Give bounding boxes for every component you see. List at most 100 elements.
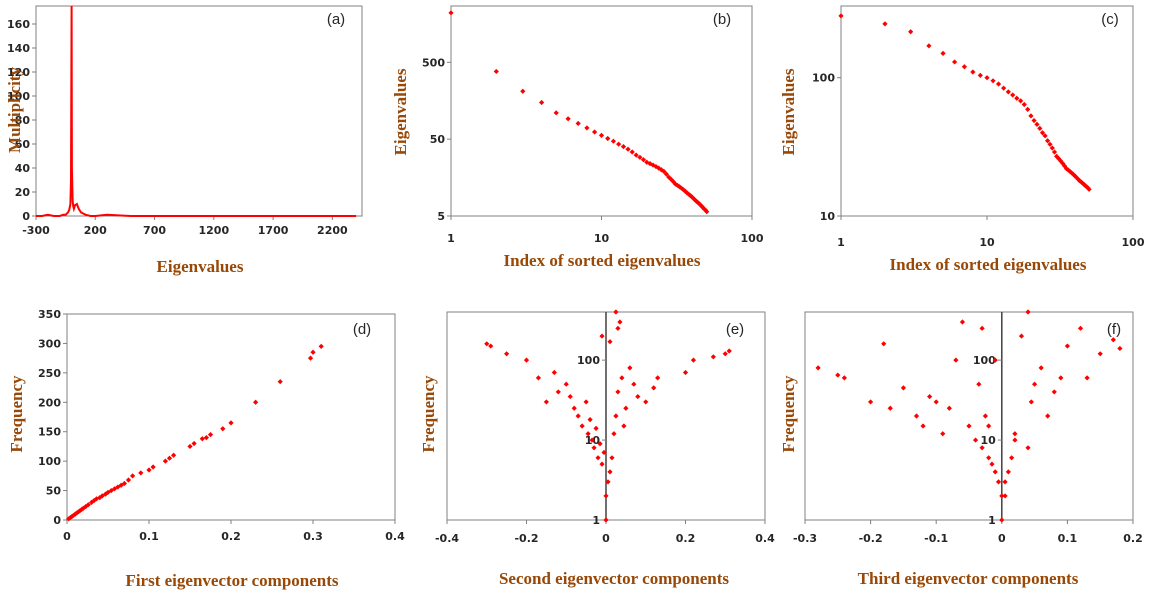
data-point: [868, 399, 874, 405]
plot-frame-f: [804, 311, 1134, 521]
data-point: [1045, 413, 1051, 419]
data-point: [1049, 145, 1055, 151]
data-point: [992, 357, 998, 363]
x-axis-label-d: First eigenvector components: [125, 571, 338, 590]
data-point: [598, 132, 605, 138]
data-point: [637, 154, 643, 160]
data-point: [961, 64, 967, 70]
data-point: [616, 141, 622, 147]
data-point: [841, 375, 847, 381]
data-point: [609, 455, 615, 461]
data-point: [1038, 365, 1044, 371]
data-point: [970, 69, 976, 75]
data-point: [999, 517, 1005, 523]
data-point: [551, 369, 557, 376]
x-tick-label: 0: [63, 530, 71, 543]
data-point: [992, 469, 998, 475]
data-point: [643, 399, 649, 405]
data-point: [1070, 171, 1076, 177]
data-point: [1069, 170, 1075, 176]
data-point: [972, 437, 979, 443]
data-point: [979, 445, 985, 451]
data-point: [579, 423, 585, 429]
data-point: [835, 372, 841, 378]
data-point: [927, 393, 933, 400]
data-point: [220, 426, 226, 432]
data-point: [1005, 469, 1011, 475]
data-point: [990, 78, 996, 84]
data-point: [310, 349, 316, 355]
y-axis-label-b: Eigenvalues: [391, 68, 410, 155]
x-tick-label: 0.2: [1123, 532, 1143, 545]
data-point: [89, 499, 95, 505]
data-point: [1012, 437, 1018, 443]
data-point: [1117, 345, 1123, 352]
data-point: [66, 516, 72, 522]
x-tick-label: 0.1: [139, 530, 159, 543]
data-point: [493, 68, 499, 75]
data-point: [920, 423, 926, 429]
data-point: [663, 171, 670, 177]
plot-frame-c: [840, 5, 1134, 217]
data-point: [704, 209, 710, 215]
data-point: [984, 75, 990, 81]
panel-f: -0.3 -0.2 -0.1 0 0.1 0.2 1 10 100 (f) Third eigenv…: [779, 309, 1143, 588]
data-point: [682, 369, 689, 376]
data-point: [1042, 133, 1048, 139]
data-point: [69, 513, 75, 520]
data-point: [1097, 351, 1103, 357]
y-tick-label: 200: [38, 396, 61, 409]
y-axis-label-a: Multiplicity: [5, 67, 24, 153]
x-axis-label-a: Eigenvalues: [157, 257, 244, 276]
data-point: [150, 464, 156, 470]
data-point: [678, 185, 685, 191]
data-point: [815, 365, 821, 371]
x-tick-label: 700: [143, 224, 166, 237]
x-tick-label: 1: [447, 232, 455, 245]
data-point: [125, 477, 132, 483]
data-point: [228, 420, 234, 426]
series-line-a: [36, 5, 357, 217]
data-point: [995, 479, 1002, 485]
data-point: [605, 479, 611, 485]
data-point: [687, 193, 694, 199]
data-point: [592, 129, 598, 135]
y-tick-label: 1: [988, 514, 996, 527]
data-point: [115, 484, 121, 490]
data-point: [1084, 375, 1090, 381]
data-point: [1021, 101, 1027, 108]
data-point: [1031, 117, 1037, 124]
data-point: [584, 125, 590, 131]
data-point: [1018, 98, 1024, 104]
data-point: [658, 167, 664, 173]
data-point: [722, 351, 728, 357]
data-point: [607, 469, 613, 475]
data-point: [926, 43, 932, 49]
data-point: [77, 507, 83, 514]
data-point: [1078, 179, 1084, 185]
data-point: [651, 385, 657, 391]
x-tick-label: -0.1: [924, 532, 948, 545]
data-point: [75, 509, 82, 515]
data-point: [1075, 176, 1081, 182]
panel-label-d: (d): [353, 321, 371, 338]
data-point: [710, 354, 716, 360]
data-point: [690, 357, 697, 363]
panel-label-b: (b): [713, 11, 731, 28]
data-point: [1064, 343, 1070, 349]
data-point: [488, 343, 494, 349]
data-point: [595, 455, 601, 461]
y-tick-label: 100: [38, 455, 61, 468]
data-point: [575, 120, 581, 127]
data-point: [620, 143, 627, 150]
data-point: [989, 461, 995, 467]
data-point: [979, 325, 985, 331]
data-point: [1051, 389, 1057, 395]
data-point: [952, 59, 958, 65]
y-tick-label: 100: [7, 90, 30, 103]
x-axis-label-e: Second eigenvector components: [499, 569, 729, 588]
y-tick-label: 80: [15, 114, 31, 127]
data-point: [1061, 163, 1068, 169]
data-point: [650, 162, 656, 168]
